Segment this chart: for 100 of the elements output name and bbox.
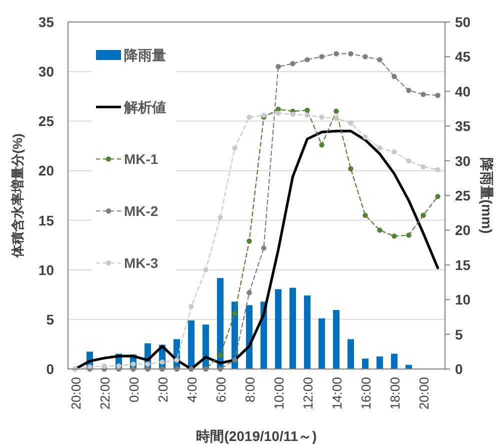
point bbox=[304, 112, 310, 118]
y2-tick-label: 0 bbox=[455, 361, 463, 377]
y2-axis-title: 降雨量(mm) bbox=[479, 157, 495, 234]
point bbox=[246, 290, 252, 296]
point bbox=[406, 232, 412, 238]
bar bbox=[362, 358, 369, 369]
point bbox=[304, 108, 310, 113]
x-tick-label: 20:00 bbox=[416, 377, 432, 410]
point bbox=[145, 361, 150, 367]
y-axis-title: 体積含水率増量分(%) bbox=[10, 133, 25, 259]
point bbox=[377, 145, 382, 151]
point bbox=[435, 92, 440, 98]
point bbox=[392, 74, 397, 80]
point bbox=[435, 194, 440, 200]
point bbox=[246, 238, 252, 244]
bar bbox=[390, 354, 398, 369]
x-tick-label: 20:00 bbox=[68, 377, 84, 410]
x-tick-label: 18:00 bbox=[387, 377, 402, 410]
y2-tick-label: 10 bbox=[455, 292, 471, 308]
legend-label: MK-2 bbox=[124, 203, 158, 219]
y2-tick-label: 50 bbox=[455, 14, 471, 30]
point bbox=[392, 234, 397, 239]
point bbox=[334, 108, 339, 114]
y2-tick-label: 15 bbox=[455, 256, 471, 273]
bar bbox=[274, 289, 282, 369]
point bbox=[232, 145, 238, 151]
point bbox=[362, 134, 368, 140]
point bbox=[319, 54, 324, 60]
y-tick-label: 15 bbox=[38, 212, 54, 228]
x-tick-label: 12:00 bbox=[300, 377, 316, 410]
bar bbox=[332, 310, 340, 369]
point bbox=[420, 212, 426, 218]
point bbox=[261, 245, 266, 251]
y2-tick-label: 30 bbox=[455, 152, 471, 169]
point bbox=[420, 92, 426, 97]
bar bbox=[289, 288, 296, 369]
y2-tick-label: 20 bbox=[455, 222, 471, 238]
bar bbox=[188, 320, 195, 369]
point bbox=[290, 112, 296, 117]
point bbox=[319, 142, 324, 148]
y-tick-label: 5 bbox=[46, 311, 54, 328]
point bbox=[334, 51, 339, 56]
point bbox=[290, 61, 296, 66]
legend-label: 降雨量 bbox=[124, 47, 166, 63]
point bbox=[406, 158, 412, 164]
point bbox=[304, 57, 310, 62]
x-tick-label: 10:00 bbox=[271, 377, 286, 410]
point bbox=[362, 212, 368, 218]
x-tick-label: 0:00 bbox=[126, 377, 142, 402]
point bbox=[116, 363, 122, 369]
point bbox=[276, 110, 281, 116]
point bbox=[362, 54, 368, 60]
y2-tick-label: 45 bbox=[455, 48, 471, 65]
point bbox=[232, 357, 238, 363]
x-axis-title: 時間(2019/10/11～) bbox=[196, 428, 317, 444]
point bbox=[377, 57, 382, 62]
point bbox=[174, 357, 180, 363]
x-tick-label: 8:00 bbox=[242, 377, 258, 402]
x-tick-label: 4:00 bbox=[184, 377, 200, 402]
point bbox=[406, 88, 412, 94]
point bbox=[188, 304, 194, 310]
y2-tick-label: 40 bbox=[455, 83, 471, 100]
point bbox=[203, 267, 208, 272]
bar bbox=[246, 305, 253, 369]
bar bbox=[304, 295, 311, 369]
point bbox=[319, 114, 324, 120]
point bbox=[348, 166, 354, 172]
point bbox=[246, 114, 252, 120]
x-tick-label: 16:00 bbox=[358, 377, 374, 410]
point bbox=[102, 363, 107, 369]
x-tick-label: 22:00 bbox=[97, 377, 112, 410]
legend-label: MK-1 bbox=[124, 151, 158, 167]
y-tick-label: 35 bbox=[38, 14, 54, 30]
point bbox=[160, 359, 165, 365]
point bbox=[435, 167, 440, 172]
point bbox=[392, 149, 397, 154]
bar bbox=[318, 318, 326, 369]
y-tick-label: 20 bbox=[38, 162, 54, 179]
y-tick-label: 25 bbox=[38, 113, 54, 130]
point bbox=[348, 120, 354, 126]
point bbox=[232, 310, 238, 316]
y2-tick-label: 5 bbox=[455, 326, 463, 342]
y-tick-label: 30 bbox=[38, 64, 54, 80]
legend-label: MK-3 bbox=[124, 255, 158, 271]
point bbox=[276, 64, 281, 70]
y2-tick-label: 35 bbox=[455, 118, 471, 134]
point bbox=[377, 228, 382, 233]
x-tick-label: 6:00 bbox=[213, 377, 228, 402]
bar bbox=[347, 339, 354, 369]
x-tick-label: 14:00 bbox=[329, 377, 344, 410]
bar bbox=[376, 356, 384, 369]
point bbox=[420, 164, 426, 170]
point bbox=[218, 214, 223, 220]
y2-tick-label: 25 bbox=[455, 188, 471, 204]
point bbox=[348, 51, 354, 56]
point bbox=[218, 352, 223, 358]
y-tick-label: 0 bbox=[46, 361, 54, 377]
point bbox=[334, 116, 339, 121]
y-tick-label: 10 bbox=[38, 262, 54, 278]
legend-label: 解析値 bbox=[123, 99, 166, 115]
